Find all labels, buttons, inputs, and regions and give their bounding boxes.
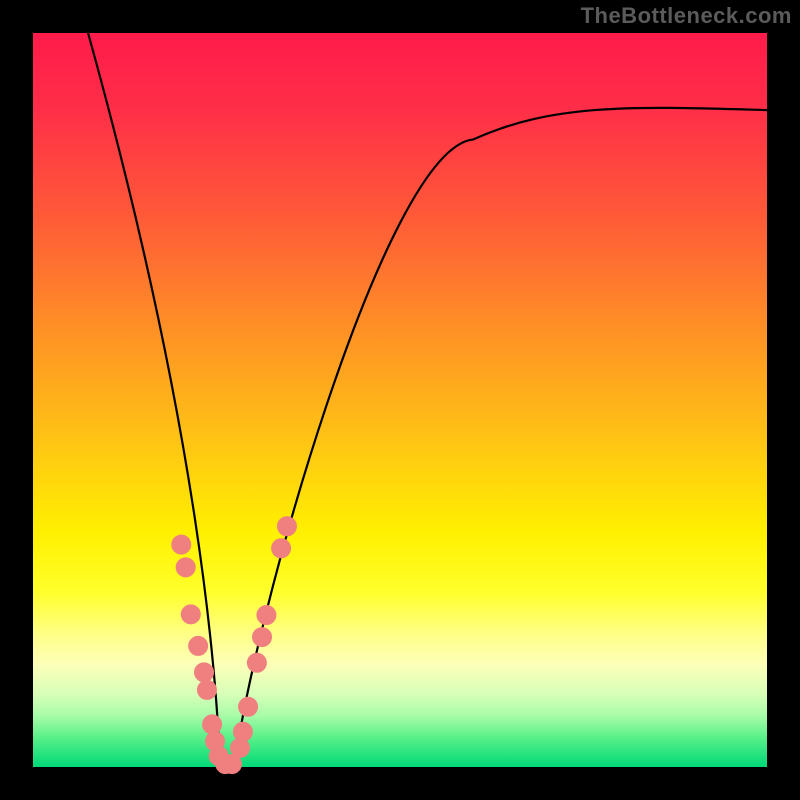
- data-marker: [253, 628, 272, 647]
- data-marker: [277, 517, 296, 536]
- gradient-background: [33, 33, 767, 767]
- data-marker: [189, 636, 208, 655]
- watermark-text: TheBottleneck.com: [581, 3, 792, 29]
- data-marker: [247, 653, 266, 672]
- data-marker: [181, 605, 200, 624]
- chart-canvas: [0, 0, 800, 800]
- data-marker: [197, 680, 216, 699]
- data-marker: [172, 535, 191, 554]
- data-marker: [203, 715, 222, 734]
- data-marker: [195, 663, 214, 682]
- data-marker: [176, 558, 195, 577]
- data-marker: [239, 697, 258, 716]
- data-marker: [257, 606, 276, 625]
- data-marker: [272, 539, 291, 558]
- data-marker: [233, 722, 252, 741]
